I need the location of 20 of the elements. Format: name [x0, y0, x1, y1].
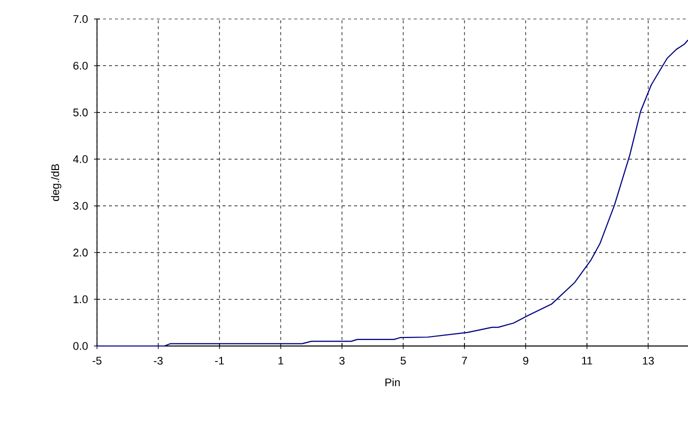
y-tick-label: 6.0	[73, 62, 88, 70]
y-tick-label: 3.0	[73, 202, 88, 210]
y-tick-label: 1.0	[74, 295, 88, 304]
y-tick-label: 0.0	[73, 342, 88, 350]
x-tick-label: -3	[154, 356, 163, 365]
x-tick-label: -1	[215, 356, 224, 364]
x-tick-label: 3	[339, 356, 345, 365]
x-tick-label: 7	[462, 356, 467, 364]
y-tick-label: 7.0	[73, 15, 88, 23]
x-tick-label: 9	[523, 356, 528, 365]
x-axis-title: Pin	[385, 378, 400, 386]
x-tick-label: 11	[582, 356, 592, 364]
x-tick-label: 1	[278, 356, 284, 364]
x-tick-label: 13	[642, 356, 654, 365]
y-tick-label: 4.0	[73, 155, 88, 164]
x-tick-label: -5	[92, 356, 102, 365]
x-tick-label: 5	[400, 356, 406, 365]
y-tick-label: 5.0	[73, 108, 88, 116]
y-tick-label: 2.0	[73, 248, 88, 256]
y-axis-title: deg./dB	[51, 164, 62, 201]
